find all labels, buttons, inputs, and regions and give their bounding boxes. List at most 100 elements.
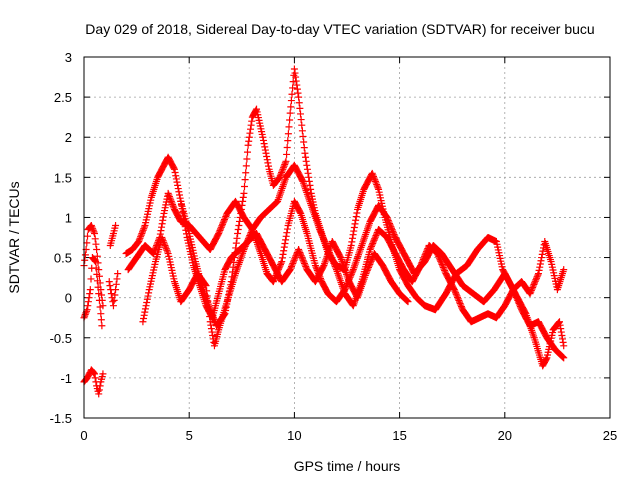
- data-point: [208, 328, 216, 336]
- data-point: [319, 233, 327, 241]
- data-point: [145, 289, 153, 297]
- data-point: [285, 123, 293, 131]
- data-point: [302, 263, 310, 271]
- data-point: [438, 260, 446, 268]
- data-point: [417, 260, 425, 268]
- data-point: [161, 242, 169, 250]
- data-point: [291, 253, 299, 261]
- data-point: [349, 267, 357, 275]
- y-tick-label: 0.5: [54, 251, 72, 266]
- data-point: [81, 256, 89, 264]
- data-point: [162, 245, 170, 253]
- data-point: [276, 262, 284, 270]
- data-point: [168, 199, 176, 207]
- data-point: [112, 286, 120, 294]
- data-point: [454, 295, 462, 303]
- data-point: [365, 263, 373, 271]
- data-point: [283, 150, 291, 158]
- data-point: [282, 232, 290, 240]
- data-point: [537, 257, 545, 265]
- data-point: [181, 219, 189, 227]
- data-point: [234, 229, 242, 237]
- data-point: [215, 229, 223, 237]
- data-point: [558, 331, 566, 339]
- data-point: [368, 241, 376, 249]
- data-point: [277, 259, 285, 267]
- data-point: [286, 116, 294, 124]
- data-point: [312, 263, 320, 271]
- data-point: [160, 238, 168, 246]
- data-point: [158, 223, 166, 231]
- data-point: [83, 306, 91, 314]
- data-point: [363, 268, 371, 276]
- data-point: [241, 183, 249, 191]
- data-point: [264, 159, 272, 167]
- data-point: [387, 223, 395, 231]
- data-point: [329, 256, 337, 264]
- data-point: [454, 293, 462, 301]
- data-point: [301, 261, 309, 269]
- data-point: [288, 261, 296, 269]
- data-point: [364, 265, 372, 273]
- data-point: [369, 171, 377, 179]
- data-point: [219, 220, 227, 228]
- data-point: [302, 157, 310, 165]
- data-point: [533, 273, 541, 281]
- data-point: [92, 258, 100, 266]
- data-point: [176, 194, 184, 202]
- data-point: [162, 243, 170, 251]
- y-axis-label: SDTVAR / TECUs: [6, 181, 22, 293]
- data-point: [291, 255, 299, 263]
- x-tick-label: 20: [498, 428, 512, 443]
- data-point: [452, 289, 460, 297]
- data-point: [207, 325, 215, 333]
- data-point: [535, 266, 543, 274]
- data-point: [319, 263, 327, 271]
- data-point: [419, 257, 427, 265]
- data-point: [292, 73, 300, 81]
- data-point: [367, 244, 375, 252]
- data-point: [352, 216, 360, 224]
- data-point: [559, 338, 567, 346]
- data-point: [383, 213, 391, 221]
- data-point: [165, 193, 173, 201]
- data-point: [110, 296, 118, 304]
- data-point: [371, 233, 379, 241]
- data-point: [220, 216, 228, 224]
- data-point: [157, 227, 165, 235]
- data-point: [282, 157, 290, 165]
- data-point: [332, 264, 340, 272]
- data-point: [366, 246, 374, 254]
- data-point: [557, 325, 565, 333]
- data-point: [208, 313, 216, 321]
- data-point: [221, 214, 229, 222]
- data-point: [203, 287, 211, 295]
- data-point: [135, 238, 143, 246]
- data-point: [299, 256, 307, 264]
- data-point: [436, 256, 444, 264]
- data-point: [235, 217, 243, 225]
- data-point: [139, 226, 147, 234]
- x-tick-label: 10: [287, 428, 301, 443]
- data-point: [234, 225, 242, 233]
- data-point: [437, 259, 445, 267]
- data-point: [536, 263, 544, 271]
- data-point: [105, 278, 113, 286]
- data-point: [112, 221, 120, 229]
- data-point: [457, 303, 465, 311]
- data-point: [181, 223, 189, 231]
- data-point: [369, 239, 377, 247]
- data-point: [135, 236, 143, 244]
- data-point: [288, 90, 296, 98]
- data-point: [365, 262, 373, 270]
- data-point: [420, 254, 428, 262]
- data-point: [531, 279, 539, 287]
- data-point: [156, 230, 164, 238]
- data-point: [169, 201, 177, 209]
- data-point: [373, 182, 381, 190]
- data-point: [86, 290, 94, 298]
- data-point: [321, 239, 329, 247]
- data-point: [235, 221, 243, 229]
- data-point: [350, 223, 358, 231]
- data-point: [318, 230, 326, 238]
